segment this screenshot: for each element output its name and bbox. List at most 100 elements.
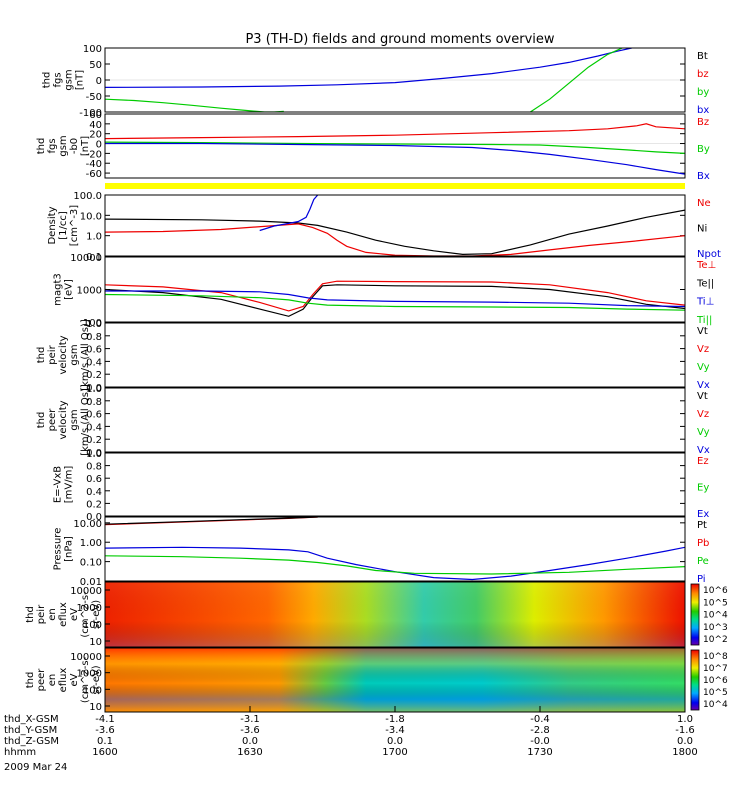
- legend-label: Vt: [697, 326, 708, 337]
- y-tick-label: 10000: [70, 586, 102, 597]
- x-annotation-row-label: thd_Y-GSM: [4, 725, 57, 736]
- y-tick-label: 0.01: [80, 577, 102, 588]
- colorbar-tick-label: 10^3: [703, 623, 728, 633]
- x-annotation-row-label: thd_X-GSM: [4, 714, 59, 725]
- legend-label: Vy: [697, 427, 710, 438]
- y-tick-label: 1000: [77, 286, 102, 297]
- y-axis-label-line: (cm^2-s-: [80, 591, 91, 638]
- series-line-by: [105, 98, 284, 112]
- legend-label: Vt: [697, 391, 708, 402]
- colorbar-tick-label: 10^4: [703, 611, 728, 621]
- legend-label: Ez: [697, 456, 709, 467]
- y-axis-label-line: [nPa]: [64, 536, 75, 562]
- y-tick-label: 10.00: [73, 519, 102, 530]
- y-axis-label-line: thd: [25, 606, 36, 623]
- panel-frame: [104, 47, 686, 113]
- x-annotation-value: 1.0: [677, 714, 693, 725]
- y-tick-label: 1.0: [86, 384, 102, 395]
- y-axis-label-line: thd: [36, 138, 47, 155]
- colorbar-tick-label: 10^6: [703, 676, 728, 686]
- y-axis-label-line: sr-eV): [91, 600, 102, 629]
- y-axis-label: E=-VxB [mV/m]: [53, 466, 75, 504]
- y-tick-label: 0.2: [86, 370, 102, 381]
- colorbar-tick-label: 10^5: [703, 688, 728, 698]
- y-axis-label-line: -b0: [69, 138, 80, 154]
- y-axis-label-line: gsm: [69, 409, 80, 430]
- y-axis-label-line: thd: [36, 347, 47, 364]
- y-axis-label-line: [eV]: [64, 279, 75, 300]
- y-axis-label-line: magt3: [53, 273, 64, 306]
- legend-label: Ey: [697, 483, 709, 494]
- x-annotation-value: -3.6: [240, 725, 260, 736]
- legend-label: Ni: [697, 224, 707, 235]
- colorbar-tick-label: 10^6: [703, 586, 728, 596]
- y-tick-label: 20: [89, 130, 102, 141]
- y-tick-label: 10000: [70, 253, 102, 264]
- legend-label: Pe: [697, 556, 709, 567]
- y-axis-label-line: [mV/m]: [64, 466, 75, 504]
- legend-label: Te⊥: [696, 260, 716, 271]
- y-tick-label: 50: [89, 60, 102, 71]
- y-tick-label: -60: [86, 169, 102, 180]
- colorbar-tick-label: 10^5: [703, 598, 728, 608]
- y-axis-label-line: peer: [36, 668, 47, 692]
- panel-frame: [104, 387, 686, 453]
- series-line-pi: [105, 546, 685, 581]
- series-line-te: [105, 280, 685, 312]
- x-annotation-value: 1600: [92, 747, 117, 758]
- legend-label: Pi: [697, 574, 706, 585]
- colorbar-tick-label: 10^4: [703, 700, 728, 710]
- y-tick-label: 40: [89, 120, 102, 131]
- series-line-by: [105, 141, 685, 154]
- colorbar: [690, 583, 700, 646]
- series-line-bx: [105, 142, 685, 175]
- y-axis-label: thd peer en eflux eV (cm^2-s-sr-eV): [25, 656, 102, 703]
- legend-label: Ti||: [696, 315, 712, 326]
- panel-temperature: 10000 1000 100 magt3 [eV] Te⊥ Te|| Ti⊥ Ti||: [53, 253, 717, 329]
- x-annotation-value: -0.0: [530, 736, 550, 747]
- legend-label: Pt: [697, 520, 707, 531]
- legend-label: by: [697, 87, 709, 98]
- y-tick-label: 1.0: [86, 232, 102, 243]
- legend-label: Vz: [697, 409, 709, 420]
- y-axis-label-line: [km/s (All Qs)]: [80, 319, 91, 391]
- y-axis-label-line: thd: [25, 672, 36, 689]
- y-tick-label: -100: [79, 108, 102, 119]
- series-line-npot: [259, 195, 319, 232]
- y-tick-label: 0.6: [86, 474, 102, 485]
- x-annotation-row-label: thd_Z-GSM: [4, 736, 59, 747]
- legend-label: Ti⊥: [696, 297, 714, 308]
- y-axis-label-line: peir: [36, 604, 47, 624]
- x-annotation-value: -2.8: [530, 725, 550, 736]
- y-tick-label: 10: [89, 637, 102, 648]
- series-line-pe: [105, 555, 685, 575]
- y-axis-label-line: sr-eV): [91, 665, 102, 694]
- y-axis-label-line: Density: [47, 206, 58, 244]
- y-tick-label: 0.0: [86, 448, 102, 459]
- panel-fgs_gsm: 100 50 0 -50 -100 thd fgs gsm [nT] Bt bz by bx: [42, 44, 710, 119]
- series-line-ti: [105, 290, 685, 308]
- y-tick-label: 0.8: [86, 462, 102, 473]
- y-axis-label-line: velocity: [58, 335, 69, 374]
- y-tick-label: 0.0: [86, 512, 102, 523]
- panel-frame: [104, 516, 686, 582]
- series-line-ni: [105, 209, 685, 256]
- y-tick-label: 0.6: [86, 410, 102, 421]
- colorbar: [690, 649, 700, 711]
- y-tick-label: 0.6: [86, 345, 102, 356]
- series-line-pt: [105, 517, 318, 525]
- panel-density: 100.0 10.0 1.0 0.1 Density [1/cc] [cm^-3] Ne Ni N…: [47, 191, 721, 263]
- panel-frame: [104, 256, 686, 323]
- y-axis-label: thd fgs gsm -b0 [nT]: [36, 135, 91, 156]
- y-tick-label: -50: [86, 92, 102, 103]
- y-axis-label-line: en: [47, 674, 58, 687]
- legend-label: Pb: [697, 538, 709, 549]
- y-axis-label-line: gsm: [58, 135, 69, 156]
- y-axis-label-line: eV: [69, 608, 80, 621]
- x-annotation-value: 1630: [237, 747, 262, 758]
- legend-label: bz: [697, 69, 709, 80]
- panel-frame: [104, 452, 686, 517]
- y-tick-label: 0.1: [86, 252, 102, 263]
